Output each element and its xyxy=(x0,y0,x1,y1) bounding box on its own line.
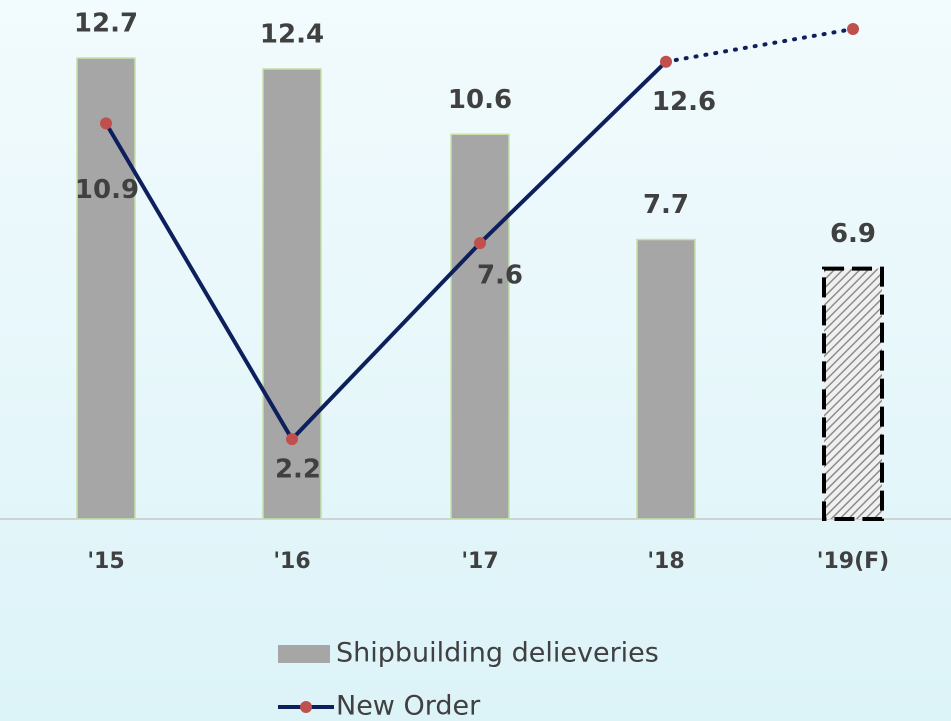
line-marker xyxy=(660,55,672,68)
bar xyxy=(636,238,696,520)
line-marker xyxy=(100,117,112,130)
bar xyxy=(76,57,136,520)
line-value-label: 7.6 xyxy=(477,261,523,291)
x-tick-label: '16 xyxy=(273,549,310,574)
x-tick-label: '15 xyxy=(87,549,124,574)
legend-swatch xyxy=(278,645,330,663)
legend-label: Shipbuilding delieveries xyxy=(336,638,659,669)
x-tick-label: '19(F) xyxy=(817,549,890,574)
legend-marker xyxy=(300,701,312,713)
line-value-label: 10.9 xyxy=(75,175,139,205)
line-value-label: 12.6 xyxy=(652,87,716,117)
forecast-bar xyxy=(822,266,884,521)
bar xyxy=(262,68,322,520)
line-marker xyxy=(286,433,298,446)
bar-value-label: 12.7 xyxy=(74,9,138,39)
bar-value-label: 7.7 xyxy=(643,190,689,220)
legend-label: New Order xyxy=(336,691,481,721)
x-tick-label: '18 xyxy=(647,549,684,574)
x-tick-label: '17 xyxy=(461,549,498,574)
forecast-line xyxy=(664,27,855,64)
bar-value-label: 6.9 xyxy=(830,219,876,249)
line xyxy=(104,60,668,443)
line-marker xyxy=(847,23,859,36)
line-value-label: 2.2 xyxy=(275,455,321,485)
bar xyxy=(450,133,510,520)
bar-value-label: 12.4 xyxy=(260,19,324,49)
bar-value-label: 10.6 xyxy=(448,85,512,115)
line-marker xyxy=(474,237,486,250)
